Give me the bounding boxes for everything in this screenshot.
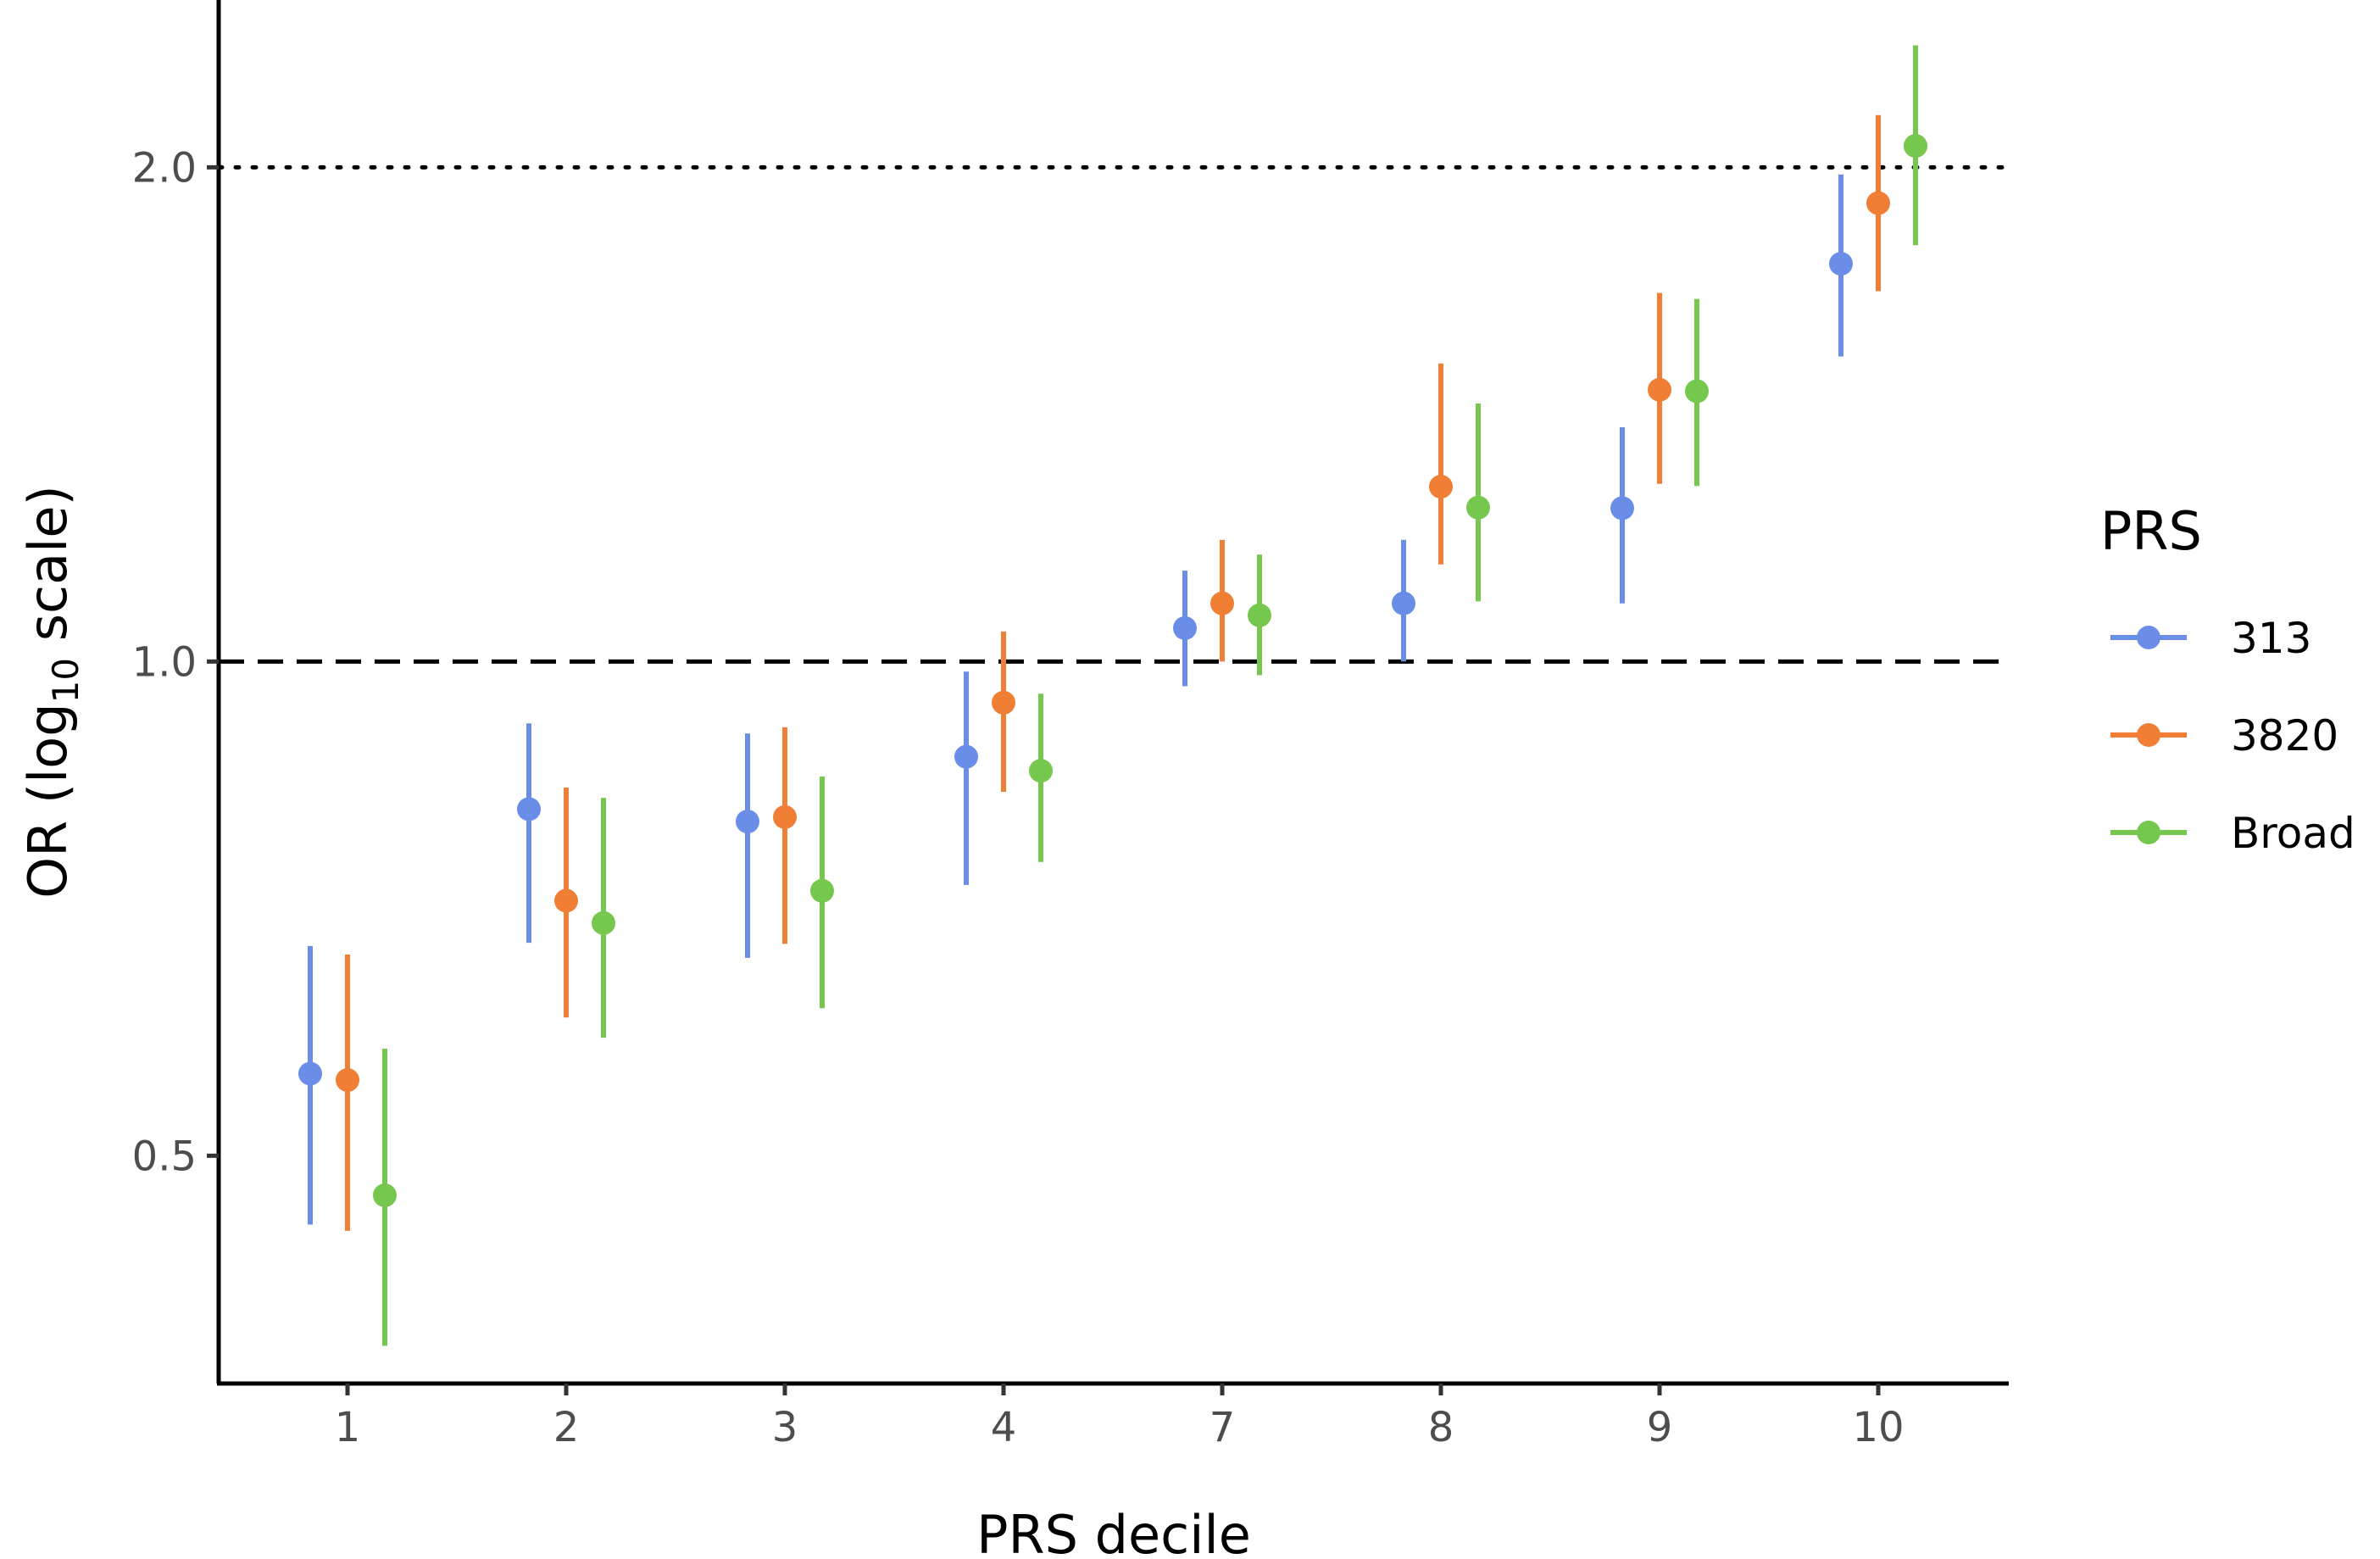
series-313 xyxy=(298,174,1853,1225)
x-tick-label: 8 xyxy=(1428,1404,1454,1451)
point-313-decile-4 xyxy=(954,744,978,769)
series-3820 xyxy=(336,114,1890,1231)
point-Broad-decile-2 xyxy=(592,910,615,935)
x-tick-label: 2 xyxy=(553,1404,580,1451)
legend: PRS 313 3820 Broad xyxy=(2100,500,2355,858)
point-Broad-decile-8 xyxy=(1466,495,1490,520)
point-Broad-decile-10 xyxy=(1904,134,1927,159)
point-3820-decile-9 xyxy=(1648,377,1671,402)
legend-label: Broad xyxy=(2231,809,2355,858)
x-tick-label: 3 xyxy=(772,1404,798,1451)
legend-label: 3820 xyxy=(2231,711,2338,760)
legend-key-point xyxy=(2137,626,2160,649)
point-3820-decile-3 xyxy=(773,805,797,829)
point-3820-decile-8 xyxy=(1429,475,1453,499)
point-3820-decile-7 xyxy=(1210,591,1234,615)
legend-key-point xyxy=(2137,821,2160,844)
legend-item-Broad: Broad xyxy=(2110,809,2355,858)
point-3820-decile-1 xyxy=(336,1068,359,1093)
legend-title: PRS xyxy=(2100,500,2202,562)
point-313-decile-10 xyxy=(1829,252,1853,276)
point-Broad-decile-7 xyxy=(1248,603,1271,627)
x-axis-title: PRS decile xyxy=(976,1504,1251,1559)
point-Broad-decile-1 xyxy=(373,1183,397,1208)
point-3820-decile-2 xyxy=(554,888,578,913)
legend-label: 313 xyxy=(2231,614,2311,663)
x-tick-label: 9 xyxy=(1647,1404,1673,1451)
point-313-decile-1 xyxy=(298,1061,322,1086)
x-tick-label: 7 xyxy=(1209,1404,1236,1451)
y-axis-title: OR (log10 scale) xyxy=(17,485,86,898)
y-tick-label: 2.0 xyxy=(132,144,197,192)
x-tick-label: 4 xyxy=(991,1404,1017,1451)
legend-item-313: 313 xyxy=(2110,614,2311,663)
point-313-decile-2 xyxy=(517,797,541,821)
y-tick-label: 1.0 xyxy=(132,638,197,686)
point-Broad-decile-3 xyxy=(810,878,834,903)
x-tick-label: 10 xyxy=(1852,1404,1904,1451)
point-313-decile-9 xyxy=(1610,496,1634,521)
point-313-decile-7 xyxy=(1173,615,1197,640)
axes: 0.5 1.0 2.0 1 2 3 4 7 8 9 10 PRS decile OR (log10 sc… xyxy=(17,0,2009,1559)
point-Broad-decile-4 xyxy=(1029,759,1053,783)
point-3820-decile-10 xyxy=(1866,191,1890,215)
point-313-decile-3 xyxy=(736,810,759,834)
x-tick-label: 1 xyxy=(335,1404,361,1451)
point-Broad-decile-9 xyxy=(1685,379,1709,404)
y-tick-label: 0.5 xyxy=(132,1133,197,1180)
point-313-decile-8 xyxy=(1392,591,1415,615)
plot-area xyxy=(216,45,2011,1346)
legend-key-point xyxy=(2137,723,2160,747)
legend-item-3820: 3820 xyxy=(2110,711,2338,760)
series-Broad xyxy=(373,45,1927,1346)
point-3820-decile-4 xyxy=(992,690,1015,715)
